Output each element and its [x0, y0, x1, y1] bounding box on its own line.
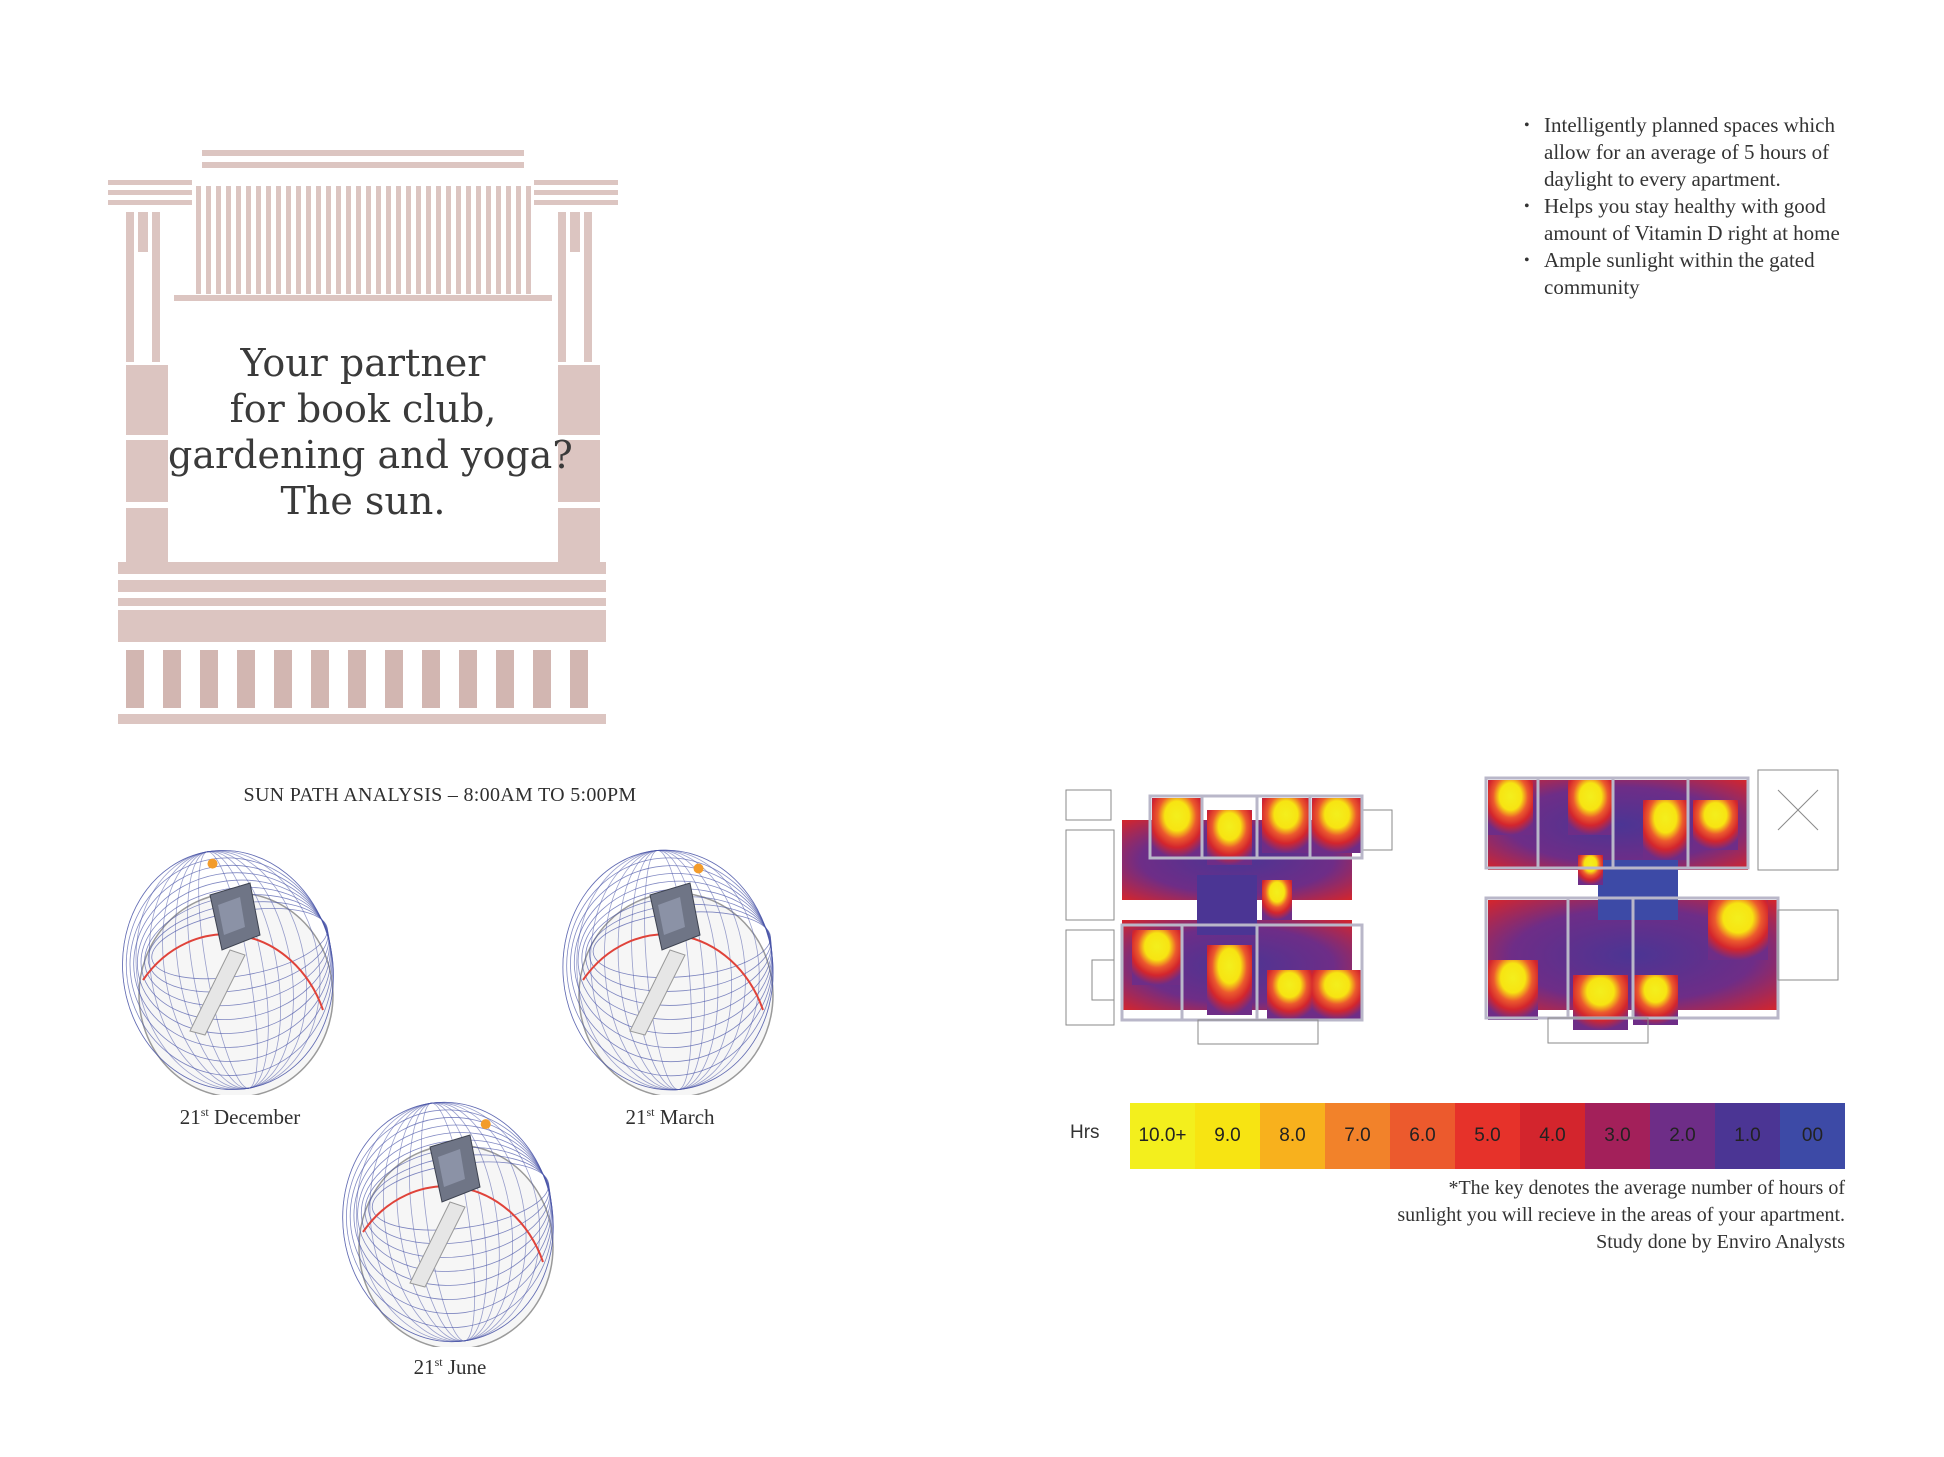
legend-cell: 8.0	[1260, 1103, 1325, 1169]
legend-cell: 1.0	[1715, 1103, 1780, 1169]
legend-cell: 7.0	[1325, 1103, 1390, 1169]
date-suffix: st	[646, 1105, 655, 1119]
feature-item: Ample sunlight within the gated communit…	[1520, 247, 1860, 301]
date-suffix: st	[434, 1355, 443, 1369]
headline-line: gardening and yoga?	[168, 433, 573, 477]
headline-line: Your partner	[240, 341, 486, 385]
feature-item: Intelligently planned spaces which allow…	[1520, 112, 1860, 193]
sunlight-heatmap-floorplan-left	[1065, 789, 1393, 1045]
date-label-december: 21st December	[150, 1105, 330, 1130]
legend-cell: 10.0+	[1130, 1103, 1195, 1169]
sun-path-diagram-june	[342, 1101, 554, 1347]
date-month: December	[213, 1105, 301, 1129]
feature-item: Helps you stay healthy with good amount …	[1520, 193, 1860, 247]
legend-cell: 6.0	[1390, 1103, 1455, 1169]
date-day: 21	[179, 1105, 201, 1129]
date-month: June	[447, 1355, 487, 1379]
date-month: March	[659, 1105, 715, 1129]
legend-cell: 00	[1780, 1103, 1845, 1169]
legend-note-line: sunlight you will recieve in the areas o…	[1397, 1204, 1845, 1226]
legend-cell: 5.0	[1455, 1103, 1520, 1169]
legend-cell: 3.0	[1585, 1103, 1650, 1169]
headline-line: for book club,	[229, 387, 497, 431]
sun-path-title: SUN PATH ANALYSIS – 8:00AM TO 5:00PM	[243, 784, 637, 806]
sun-path-diagram-december	[122, 850, 334, 1095]
decorative-facade-frame	[108, 150, 618, 724]
legend-cell: 9.0	[1195, 1103, 1260, 1169]
headline-line: The sun.	[280, 479, 446, 523]
legend-unit-label: Hrs	[1070, 1122, 1100, 1143]
sunlight-heatmap-floorplan-right	[1484, 769, 1839, 1044]
date-label-june: 21st June	[370, 1355, 530, 1380]
legend-cell: 2.0	[1650, 1103, 1715, 1169]
legend-note: *The key denotes the average number of h…	[1240, 1175, 1845, 1256]
date-day: 21	[413, 1355, 435, 1379]
headline: Your partner for book club, gardening an…	[168, 340, 573, 524]
sunlight-hours-legend: 10.0+ 9.0 8.0 7.0 6.0 5.0 4.0 3.0 2.0 1.0 00	[1130, 1103, 1845, 1169]
legend-note-line: *The key denotes the average number of h…	[1448, 1177, 1845, 1199]
sun-path-diagram-march	[562, 849, 774, 1095]
date-day: 21	[625, 1105, 647, 1129]
date-suffix: st	[200, 1105, 209, 1119]
legend-note-line: Study done by Enviro Analysts	[1596, 1231, 1845, 1253]
feature-list: Intelligently planned spaces which allow…	[1520, 112, 1860, 301]
legend-cell: 4.0	[1520, 1103, 1585, 1169]
date-label-march: 21st March	[590, 1105, 750, 1130]
